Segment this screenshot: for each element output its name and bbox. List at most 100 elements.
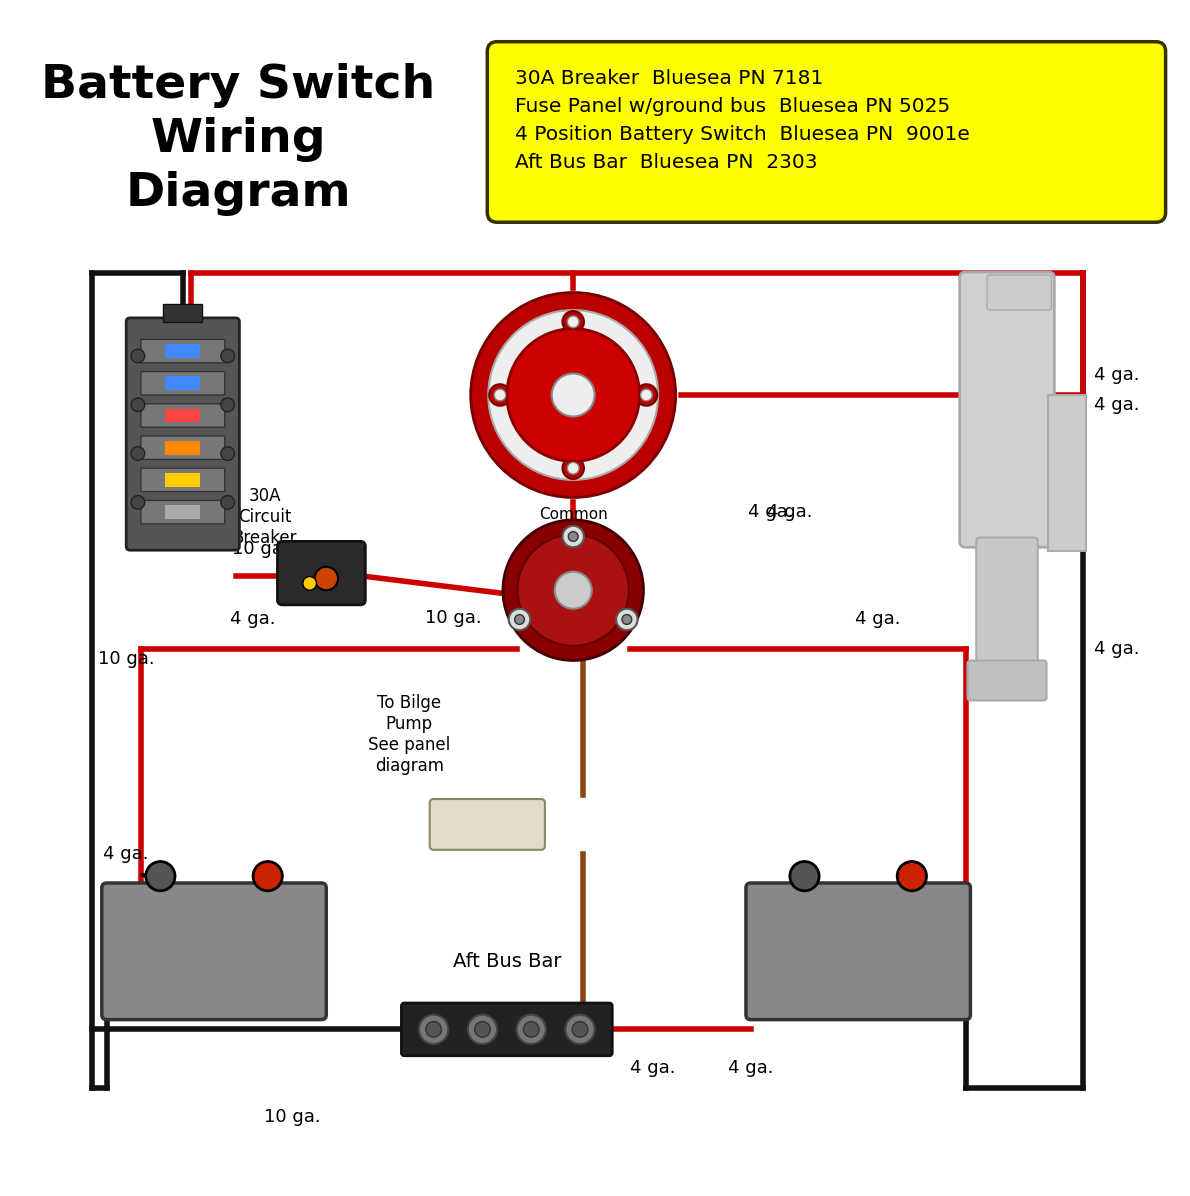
Circle shape — [488, 310, 658, 480]
Circle shape — [489, 384, 511, 405]
FancyBboxPatch shape — [140, 437, 225, 459]
Circle shape — [221, 495, 234, 509]
Text: 4 ga.: 4 ga. — [1094, 396, 1140, 414]
Circle shape — [131, 349, 145, 362]
Text: +: + — [258, 866, 277, 886]
Circle shape — [221, 349, 234, 362]
Text: Start: Start — [827, 946, 890, 966]
Circle shape — [563, 311, 584, 332]
Circle shape — [471, 293, 676, 498]
FancyBboxPatch shape — [487, 42, 1165, 222]
Circle shape — [468, 1014, 497, 1044]
Circle shape — [503, 520, 644, 660]
FancyBboxPatch shape — [140, 468, 225, 492]
Circle shape — [302, 576, 317, 590]
FancyBboxPatch shape — [140, 404, 225, 427]
Text: Float Switch: Float Switch — [449, 823, 526, 836]
Text: To Bilge
Pump
See panel
diagram: To Bilge Pump See panel diagram — [368, 695, 450, 775]
Circle shape — [475, 1021, 490, 1037]
Circle shape — [563, 526, 584, 548]
Text: 4 ga.: 4 ga. — [1094, 366, 1140, 384]
Text: 4 ga.: 4 ga. — [104, 844, 149, 862]
Circle shape — [221, 447, 234, 460]
Text: 10 ga.: 10 ga. — [264, 1109, 320, 1127]
Bar — [165, 474, 200, 487]
Text: +: + — [138, 861, 163, 891]
FancyBboxPatch shape — [140, 372, 225, 395]
FancyBboxPatch shape — [126, 318, 239, 550]
Text: 2: 2 — [511, 627, 519, 641]
FancyBboxPatch shape — [959, 271, 1054, 548]
FancyBboxPatch shape — [140, 340, 225, 362]
Circle shape — [516, 1014, 546, 1044]
Text: 10 ga.: 10 ga. — [425, 609, 482, 627]
Circle shape — [635, 384, 657, 405]
FancyBboxPatch shape — [140, 500, 225, 524]
Text: OFF: OFF — [562, 299, 585, 312]
Text: 1: 1 — [627, 627, 637, 641]
Text: BATTERY: BATTERY — [158, 971, 269, 990]
Text: 10 ga.: 10 ga. — [232, 541, 288, 559]
Bar — [163, 304, 202, 322]
Text: 4 ga.: 4 ga. — [231, 610, 276, 628]
Text: 4 ga.: 4 ga. — [1094, 640, 1140, 658]
Text: 4 ga.: 4 ga. — [854, 610, 901, 628]
Text: BOTH: BOTH — [556, 478, 591, 492]
Text: Battery Switch
Wiring
Diagram: Battery Switch Wiring Diagram — [42, 63, 436, 215]
Text: 10 ga.: 10 ga. — [98, 649, 155, 667]
Bar — [165, 409, 200, 422]
FancyBboxPatch shape — [430, 799, 545, 850]
Bar — [165, 505, 200, 519]
Circle shape — [253, 861, 282, 891]
Circle shape — [565, 1014, 595, 1044]
Circle shape — [509, 609, 531, 630]
Text: −: − — [795, 866, 814, 886]
FancyBboxPatch shape — [102, 883, 326, 1020]
Circle shape — [524, 1021, 539, 1037]
Circle shape — [314, 567, 338, 590]
Text: House: House — [175, 946, 253, 966]
Circle shape — [145, 861, 175, 891]
Circle shape — [568, 316, 580, 328]
FancyBboxPatch shape — [746, 883, 970, 1020]
Circle shape — [569, 532, 578, 542]
FancyBboxPatch shape — [277, 542, 365, 605]
Circle shape — [131, 495, 145, 509]
Text: 4 ga.: 4 ga. — [631, 1060, 676, 1078]
Bar — [1048, 395, 1085, 551]
Bar — [165, 344, 200, 358]
Circle shape — [518, 535, 628, 646]
Text: 4 ga.: 4 ga. — [768, 504, 813, 521]
Circle shape — [897, 861, 927, 891]
Circle shape — [419, 1014, 449, 1044]
Circle shape — [790, 861, 819, 891]
Text: BATT: BATT — [559, 612, 587, 623]
FancyBboxPatch shape — [401, 1003, 612, 1056]
Text: −: − — [151, 866, 170, 886]
Text: 2: 2 — [654, 392, 664, 408]
Text: Common: Common — [539, 507, 608, 521]
Circle shape — [221, 398, 234, 411]
FancyBboxPatch shape — [987, 275, 1052, 310]
Text: 4 ga.: 4 ga. — [728, 1060, 774, 1078]
Circle shape — [514, 615, 525, 624]
Circle shape — [494, 389, 506, 401]
Circle shape — [552, 373, 595, 416]
Text: 4 ga.: 4 ga. — [747, 504, 793, 521]
Text: BATTERY: BATTERY — [803, 971, 914, 990]
Circle shape — [131, 447, 145, 460]
Text: Aft Bus Bar: Aft Bus Bar — [452, 952, 560, 971]
Text: 1: 1 — [482, 392, 493, 408]
Circle shape — [131, 398, 145, 411]
Circle shape — [426, 1021, 441, 1037]
Bar — [165, 441, 200, 454]
Circle shape — [622, 615, 632, 624]
Circle shape — [568, 463, 580, 474]
Circle shape — [616, 609, 638, 630]
FancyBboxPatch shape — [967, 660, 1046, 701]
Circle shape — [555, 572, 591, 609]
Circle shape — [563, 457, 584, 478]
Text: +: + — [902, 866, 921, 886]
Circle shape — [640, 389, 652, 401]
Circle shape — [572, 1021, 588, 1037]
